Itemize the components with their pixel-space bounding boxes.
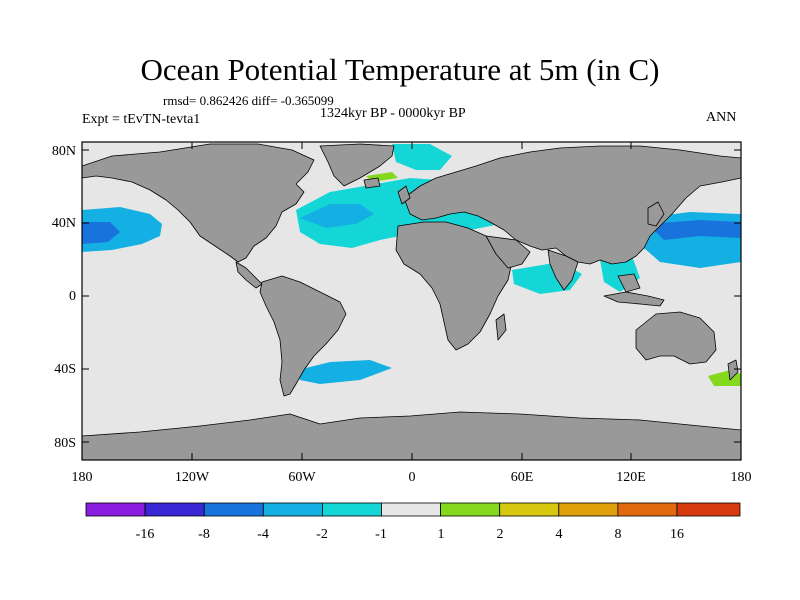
anomaly-gulf-stream: [300, 204, 374, 228]
india: [547, 249, 579, 291]
new-zealand: [727, 359, 739, 381]
colorbar-box-2: [144, 502, 205, 517]
lat-label-40s: 40S: [54, 362, 76, 377]
land-layer: [82, 143, 741, 460]
colorbar-label-5: -1: [375, 527, 387, 542]
colorbar-label-1: -16: [136, 527, 155, 542]
anomaly-south-atlantic: [298, 360, 392, 384]
anomaly-kuroshio-core: [648, 220, 741, 240]
lon-label-60w: 60W: [288, 470, 316, 485]
colorbar-label-7: 2: [497, 527, 504, 542]
lat-label-80s: 80S: [54, 436, 76, 451]
colorbar-box-10: [617, 502, 678, 517]
colorbar-box-11: [676, 502, 741, 517]
eurasia: [403, 145, 741, 265]
experiment-label: Expt = tEvTN-tevta1: [82, 112, 201, 127]
plot-title: Ocean Potential Temperature at 5m (in C): [140, 52, 660, 87]
south-america: [259, 275, 347, 397]
colorbar-label-9: 8: [615, 527, 622, 542]
arabia: [485, 235, 531, 269]
lon-label-120e: 120E: [616, 470, 646, 485]
colorbar-box-8: [499, 502, 560, 517]
anomaly-north-pacific-west-core: [82, 222, 120, 244]
madagascar: [495, 313, 507, 341]
colorbar-label-8: 4: [556, 527, 563, 542]
stats-label: rmsd= 0.862426 diff= -0.365099: [163, 93, 334, 108]
lat-label-eq: 0: [69, 289, 76, 304]
colorbar-label-4: -2: [316, 527, 328, 542]
japan: [647, 201, 665, 227]
antarctica: [82, 411, 741, 460]
colorbar-box-3: [203, 502, 264, 517]
uk: [397, 185, 411, 205]
lon-label-120w: 120W: [175, 470, 210, 485]
colorbar: -16 -8 -4 -2 -1 1 2 4 8 16: [85, 502, 741, 542]
lon-label-0: 0: [409, 470, 416, 485]
lon-label-180w: 180: [72, 470, 93, 485]
north-america: [82, 143, 315, 263]
colorbar-label-3: -4: [257, 527, 269, 542]
period-label: 1324kyr BP - 0000kyr BP: [320, 106, 466, 121]
lon-label-60e: 60E: [511, 470, 534, 485]
anomaly-nordic-seas: [392, 144, 452, 170]
australia: [635, 311, 717, 365]
africa: [395, 221, 513, 351]
central-america: [235, 261, 263, 289]
lat-label-80n: 80N: [52, 144, 76, 159]
indonesia: [603, 291, 665, 307]
axis-ticks: [81, 142, 742, 460]
colorbar-box-5: [321, 502, 382, 517]
colorbar-box-1: [85, 502, 146, 517]
colorbar-box-9: [558, 502, 619, 517]
season-label: ANN: [706, 110, 737, 125]
colorbar-label-2: -8: [198, 527, 210, 542]
lat-label-40n: 40N: [52, 216, 76, 231]
borneo: [617, 273, 641, 293]
greenland: [319, 143, 395, 187]
colorbar-label-10: 16: [670, 527, 684, 542]
lon-label-180e: 180: [731, 470, 752, 485]
iceland: [363, 177, 381, 189]
colorbar-box-7: [440, 502, 501, 517]
colorbar-box-6: [381, 502, 441, 517]
colorbar-label-6: 1: [438, 527, 445, 542]
colorbar-box-4: [262, 502, 323, 517]
